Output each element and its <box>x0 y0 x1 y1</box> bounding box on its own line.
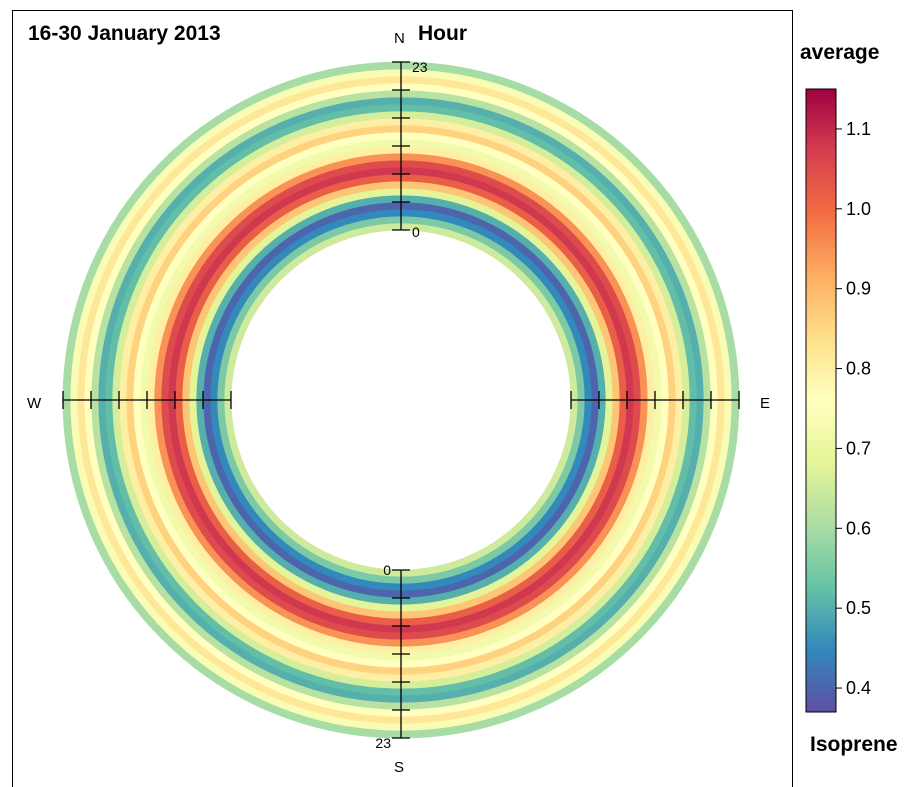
hour-ring <box>209 208 593 592</box>
colorbar-tick-label: 1.1 <box>846 119 871 139</box>
colorbar-tick-label: 0.5 <box>846 598 871 618</box>
radial-tick-label: 0 <box>383 562 391 578</box>
colorbar-tick-label: 0.6 <box>846 518 871 538</box>
colorbar-tick-label: 0.7 <box>846 438 871 458</box>
colorbar: 0.4 0.5 0.6 0.7 0.8 0.9 1.0 1.1 <box>805 88 871 713</box>
compass-east: E <box>760 395 771 412</box>
chart-title: 16-30 January 2013 <box>28 22 221 45</box>
hour-ring <box>167 166 635 634</box>
compass-south: S <box>394 759 405 776</box>
hour-ring <box>223 222 579 578</box>
hour-ring <box>216 215 586 585</box>
colorbar-tick-label: 0.8 <box>846 359 871 379</box>
hour-ring <box>188 187 614 613</box>
colorbar-title: average <box>800 41 880 64</box>
compass-north: N <box>394 30 405 47</box>
colorbar-tick-label: 0.4 <box>846 678 871 698</box>
radial-tick-label: 0 <box>412 224 420 240</box>
radial-axis-label: Hour <box>418 22 467 45</box>
hour-ring <box>202 201 600 599</box>
radial-tick-label: 23 <box>375 735 391 751</box>
compass-west: W <box>27 395 42 412</box>
radial-tick-label: 23 <box>412 59 428 75</box>
hour-ring <box>181 180 621 620</box>
hour-ring <box>174 173 628 627</box>
colorbar-gradient <box>805 88 837 713</box>
colorbar-tick-label: 1.0 <box>846 199 871 219</box>
colorbar-variable: Isoprene <box>810 733 898 756</box>
hour-ring <box>195 194 607 606</box>
colorbar-tick-label: 0.9 <box>846 279 871 299</box>
hour-ring <box>160 159 642 641</box>
axes: 0 23 0 23 <box>62 59 740 751</box>
plot-frame <box>12 10 793 787</box>
